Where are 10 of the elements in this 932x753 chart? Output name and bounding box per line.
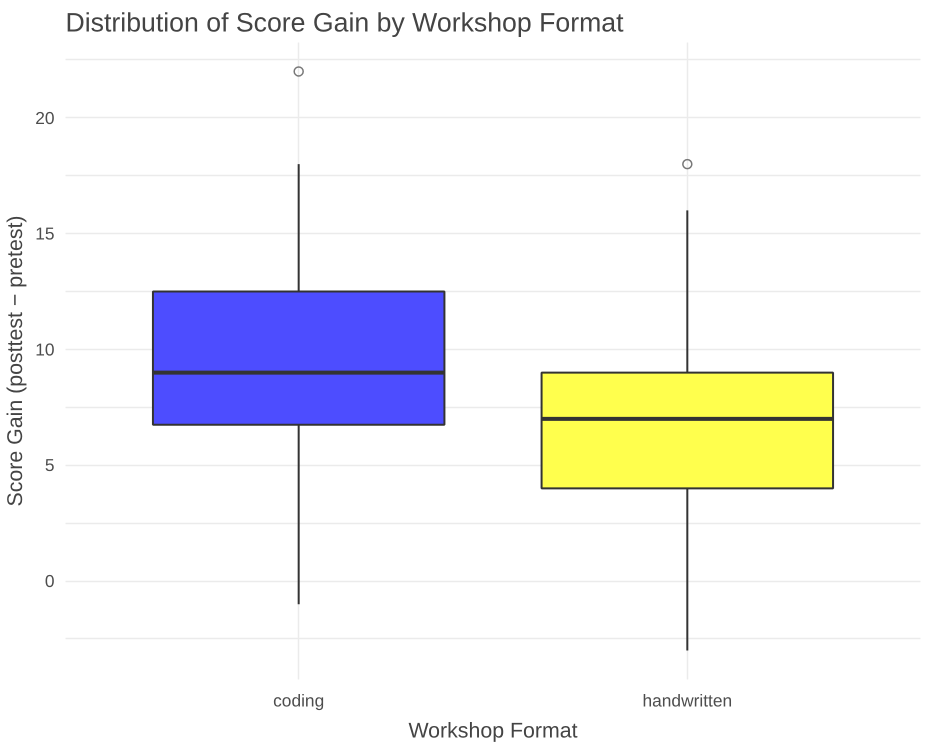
y-tick-label: 5	[44, 455, 55, 476]
y-axis-title: Score Gain (posttest − pretest)	[3, 215, 28, 507]
y-tick-label: 0	[44, 571, 55, 592]
y-tick-label: 15	[35, 224, 55, 244]
y-tick-label: 20	[35, 108, 55, 128]
x-tick-label: handwritten	[642, 690, 732, 710]
x-axis-title: Workshop Format	[408, 718, 578, 742]
chart-title: Distribution of Score Gain by Workshop Format	[66, 8, 624, 38]
y-tick-label: 10	[35, 339, 55, 360]
x-tick-label: coding	[273, 690, 324, 710]
